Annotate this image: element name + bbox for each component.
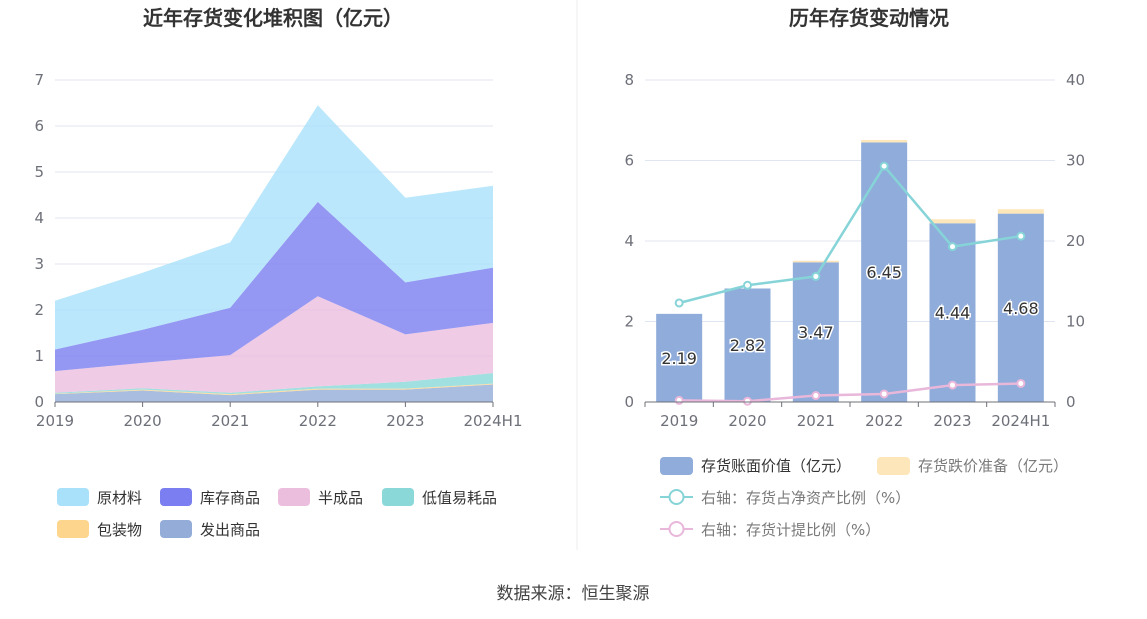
legend-label-包装物: 包装物	[97, 521, 142, 539]
line-point	[811, 391, 821, 401]
line-point	[674, 298, 684, 308]
line-point	[743, 280, 752, 290]
bar-y2-tick: 10	[1066, 313, 1085, 331]
legend-label-reserve: 存货跌价准备（亿元）	[918, 457, 1068, 475]
area-series-库存商品	[55, 201, 493, 372]
legend-label-book-value: 存货账面价值（亿元）	[701, 457, 851, 475]
legend-swatch-reserve	[877, 457, 910, 475]
bar-x-tick: 2024H1	[991, 412, 1050, 430]
bar-x-tick: 2023	[933, 412, 971, 430]
bar-chart-axis: 0 2 4 6 8 0 10 20 30 40 2019 2020 2021 2022 2023 2024H1	[624, 71, 1085, 430]
bar-y-tick: 2	[624, 313, 634, 331]
bar-y-tick: 8	[624, 71, 634, 89]
legend-label-ratio: 右轴：存货占净资产比例（%）	[701, 489, 910, 507]
bar-reserve	[929, 219, 976, 224]
bar-y2-tick: 40	[1066, 71, 1085, 89]
bar-y2-tick: 20	[1066, 232, 1085, 250]
bar-x-tick: 2022	[865, 412, 903, 430]
legend-swatch-包装物	[57, 520, 89, 538]
area-x-tick: 2023	[386, 412, 424, 430]
data-source: 数据来源：恒生聚源	[497, 584, 650, 604]
legend-label-低值易耗品: 低值易耗品	[422, 489, 497, 507]
line-point	[948, 380, 957, 390]
bar-y-tick: 4	[624, 232, 634, 250]
line-point	[879, 161, 889, 171]
legend-label-发出商品: 发出商品	[200, 521, 260, 539]
bar-value	[997, 213, 1044, 402]
bar-reserve	[792, 260, 839, 263]
bar-y2-tick: 30	[1066, 152, 1085, 170]
area-y-tick: 7	[34, 71, 44, 89]
legend-swatch-发出商品	[160, 520, 192, 538]
bar-value	[929, 223, 976, 402]
area-chart-layers	[55, 105, 493, 402]
bar-chart-lines	[674, 161, 1026, 406]
line-point	[948, 242, 957, 252]
legend-swatch-原材料	[57, 488, 89, 506]
area-series-半成品	[55, 296, 493, 393]
bar-y2-tick: 0	[1066, 393, 1076, 411]
area-y-tick: 1	[34, 347, 44, 365]
area-x-tick: 2022	[299, 412, 337, 430]
line-point	[1016, 231, 1026, 241]
bar-x-tick: 2020	[728, 412, 766, 430]
line-series	[679, 382, 1021, 403]
bar-x-tick: 2021	[797, 412, 835, 430]
bar-y-tick: 0	[624, 393, 634, 411]
bar-value	[724, 288, 771, 402]
area-y-tick: 3	[34, 255, 44, 273]
bar-chart-bars: 2.19 2.82 3.47 6.45 4.44 4.68	[656, 139, 1044, 402]
bar-data-label: 2.82	[730, 336, 766, 355]
legend-label-原材料: 原材料	[97, 489, 142, 507]
legend-swatch-book-value	[660, 457, 693, 475]
bar-data-label: 6.45	[866, 263, 902, 282]
area-x-tick: 2020	[124, 412, 162, 430]
line-point	[811, 271, 821, 281]
bar-chart-title: 历年存货变动情况	[789, 6, 949, 30]
area-x-tick: 2019	[36, 412, 74, 430]
bar-data-label: 2.19	[661, 349, 697, 368]
bar-data-label: 4.68	[1003, 299, 1039, 318]
legend-marker-ratio	[668, 489, 685, 505]
area-series-包装物	[55, 383, 493, 396]
area-y-tick: 4	[34, 209, 44, 227]
legend-label-provision: 右轴：存货计提比例（%）	[701, 521, 880, 539]
legend-marker-provision	[668, 521, 685, 537]
bar-chart-legend: 存货账面价值（亿元） 存货跌价准备（亿元） 右轴：存货占净资产比例（%） 右轴：存货计…	[660, 457, 1068, 539]
line-point	[1016, 378, 1026, 388]
bar-chart-grid	[645, 79, 1055, 322]
bar-y-tick: 6	[624, 152, 634, 170]
area-chart-axis: 0 1 2 3 4 5 6 7 2019 2020 2021 2022 2023 2024H1	[34, 71, 522, 430]
bar-value	[656, 313, 703, 402]
line-point	[743, 396, 752, 406]
legend-label-库存商品: 库存商品	[200, 489, 260, 507]
bar-reserve	[997, 209, 1044, 214]
bar-reserve	[861, 139, 908, 143]
line-point	[879, 389, 889, 399]
legend-swatch-库存商品	[160, 488, 192, 506]
line-point	[674, 395, 684, 405]
bar-x-tick: 2019	[660, 412, 698, 430]
area-chart-title: 近年存货变化堆积图（亿元）	[143, 6, 403, 30]
area-y-tick: 5	[34, 163, 44, 181]
bar-value	[792, 262, 839, 402]
legend-label-半成品: 半成品	[318, 489, 363, 507]
bar-data-label: 3.47	[798, 323, 834, 342]
area-x-tick: 2024H1	[464, 412, 523, 430]
area-y-tick: 6	[34, 117, 44, 135]
legend-swatch-半成品	[278, 488, 310, 506]
line-series	[678, 164, 1022, 305]
area-y-tick: 0	[34, 393, 44, 411]
legend-swatch-低值易耗品	[382, 488, 414, 506]
area-series-原材料	[55, 105, 493, 350]
area-series-发出商品	[55, 384, 493, 402]
area-y-tick: 2	[34, 301, 44, 319]
bar-data-label: 4.44	[935, 304, 971, 323]
area-series-低值易耗品	[55, 373, 493, 395]
area-x-tick: 2021	[211, 412, 249, 430]
